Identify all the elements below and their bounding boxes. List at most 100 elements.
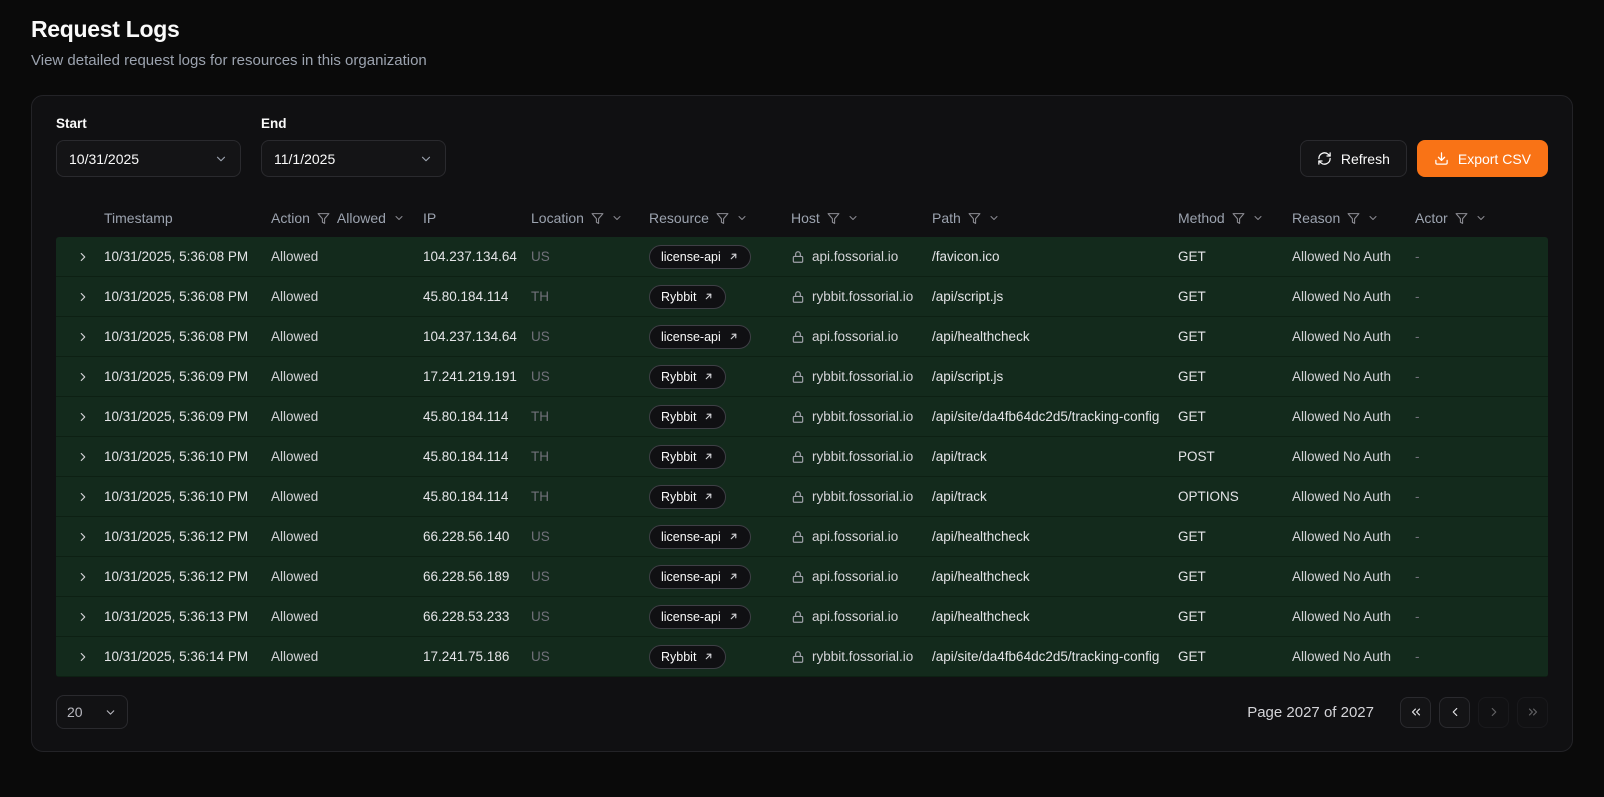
table-row[interactable]: 10/31/2025, 5:36:09 PM Allowed 45.80.184… [56,397,1548,437]
export-csv-button[interactable]: Export CSV [1416,140,1548,177]
cell-expand [56,246,104,268]
row-expand-button[interactable] [72,406,94,428]
external-link-icon [728,331,739,342]
action-filter-value[interactable]: Allowed [336,210,386,226]
host-filter-icon[interactable] [827,212,840,225]
table-row[interactable]: 10/31/2025, 5:36:08 PM Allowed 104.237.1… [56,317,1548,357]
cell-reason: Allowed No Auth [1292,609,1415,624]
cell-timestamp: 10/31/2025, 5:36:08 PM [104,289,271,304]
table-row[interactable]: 10/31/2025, 5:36:14 PM Allowed 17.241.75… [56,637,1548,677]
chevron-down-icon[interactable] [1475,212,1487,224]
timestamp-value: 10/31/2025, 5:36:08 PM [104,249,249,264]
method-value: GET [1178,329,1206,344]
resource-filter-icon[interactable] [716,212,729,225]
ip-value: 104.237.134.64 [423,249,517,264]
cell-location: TH [531,449,649,464]
row-expand-button[interactable] [72,366,94,388]
method-filter-icon[interactable] [1232,212,1245,225]
actor-value: - [1415,249,1420,264]
table-row[interactable]: 10/31/2025, 5:36:13 PM Allowed 66.228.53… [56,597,1548,637]
next-page-button[interactable] [1478,696,1509,728]
chevron-down-icon [419,152,433,166]
table-row[interactable]: 10/31/2025, 5:36:09 PM Allowed 17.241.21… [56,357,1548,397]
chevron-down-icon[interactable] [1252,212,1264,224]
chevron-down-icon[interactable] [393,212,405,224]
cell-actor: - [1415,609,1548,624]
reason-value: Allowed No Auth [1292,449,1392,464]
col-reason: Reason [1292,210,1415,226]
previous-page-button[interactable] [1439,696,1470,728]
external-link-icon [703,411,714,422]
chevron-down-icon[interactable] [988,212,1000,224]
row-expand-button[interactable] [72,566,94,588]
resource-badge[interactable]: license-api [649,524,751,549]
table-row[interactable]: 10/31/2025, 5:36:10 PM Allowed 45.80.184… [56,437,1548,477]
ip-value: 45.80.184.114 [423,409,509,424]
timestamp-value: 10/31/2025, 5:36:12 PM [104,529,249,544]
last-page-button[interactable] [1517,696,1548,728]
location-filter-icon[interactable] [591,212,604,225]
cell-method: GET [1178,249,1292,264]
first-page-button[interactable] [1400,696,1431,728]
cell-timestamp: 10/31/2025, 5:36:10 PM [104,449,271,464]
row-expand-button[interactable] [72,286,94,308]
resource-badge[interactable]: license-api [649,324,751,349]
cell-location: US [531,249,649,264]
lock-icon [791,570,805,584]
resource-badge[interactable]: license-api [649,244,751,269]
lock-icon [791,290,805,304]
actor-filter-icon[interactable] [1455,212,1468,225]
path-value: /api/track [932,449,987,464]
resource-badge[interactable]: Rybbit [649,404,727,429]
action-value: Allowed [271,529,319,544]
cell-timestamp: 10/31/2025, 5:36:09 PM [104,369,271,384]
export-csv-button-label: Export CSV [1457,150,1531,167]
action-value: Allowed [271,609,319,624]
table-row[interactable]: 10/31/2025, 5:36:08 PM Allowed 45.80.184… [56,277,1548,317]
resource-badge[interactable]: Rybbit [649,444,727,469]
page-subtitle: View detailed request logs for resources… [31,52,427,69]
page-size-select[interactable]: 20 [56,695,128,729]
chevron-down-icon[interactable] [847,212,859,224]
location-value: TH [531,449,549,464]
cell-expand [56,366,104,388]
cell-path: /api/script.js [932,369,1178,384]
action-filter-icon[interactable] [317,212,330,225]
resource-badge[interactable]: Rybbit [649,364,727,389]
cell-expand [56,446,104,468]
path-value: /api/script.js [932,369,1004,384]
cell-action: Allowed [271,569,423,584]
page-title: Request Logs [31,16,180,42]
chevron-down-icon[interactable] [1367,212,1379,224]
table-row[interactable]: 10/31/2025, 5:36:12 PM Allowed 66.228.56… [56,517,1548,557]
ip-value: 45.80.184.114 [423,489,509,504]
refresh-button[interactable]: Refresh [1299,140,1407,177]
resource-badge[interactable]: license-api [649,564,751,589]
start-date-select[interactable]: 10/31/2025 [56,140,241,177]
table-row[interactable]: 10/31/2025, 5:36:12 PM Allowed 66.228.56… [56,557,1548,597]
table-row[interactable]: 10/31/2025, 5:36:08 PM Allowed 104.237.1… [56,237,1548,277]
row-expand-button[interactable] [72,526,94,548]
row-expand-button[interactable] [72,486,94,508]
row-expand-button[interactable] [72,446,94,468]
chevron-down-icon[interactable] [611,212,623,224]
path-filter-icon[interactable] [968,212,981,225]
reason-filter-icon[interactable] [1347,212,1360,225]
path-value: /favicon.ico [932,249,1000,264]
end-date-select[interactable]: 11/1/2025 [261,140,446,177]
row-expand-button[interactable] [72,606,94,628]
table-row[interactable]: 10/31/2025, 5:36:10 PM Allowed 45.80.184… [56,477,1548,517]
row-expand-button[interactable] [72,326,94,348]
resource-badge[interactable]: Rybbit [649,284,727,309]
row-expand-button[interactable] [72,646,94,668]
row-expand-button[interactable] [72,246,94,268]
cell-host: api.fossorial.io [791,329,932,344]
cell-host: rybbit.fossorial.io [791,649,932,664]
cell-resource: Rybbit [649,644,791,669]
resource-badge[interactable]: Rybbit [649,484,727,509]
lock-icon [791,610,805,624]
chevron-down-icon[interactable] [736,212,748,224]
resource-badge[interactable]: license-api [649,604,751,629]
resource-badge[interactable]: Rybbit [649,644,727,669]
cell-ip: 104.237.134.64 [423,329,531,344]
